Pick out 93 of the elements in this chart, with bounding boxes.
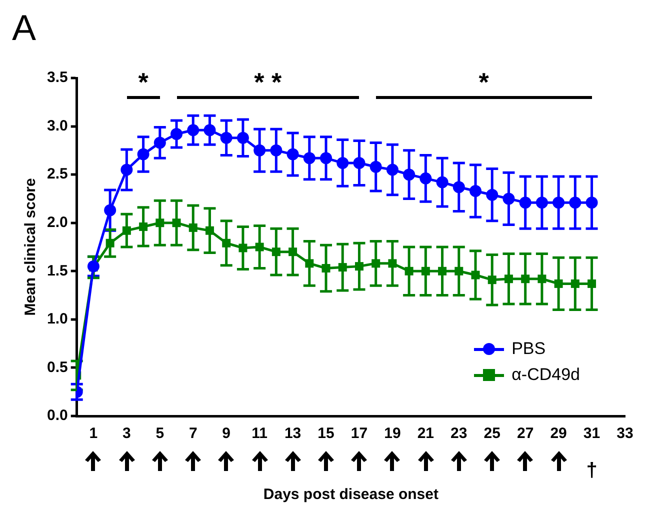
point <box>388 259 397 268</box>
annotation: * * <box>254 67 282 98</box>
point <box>521 274 530 284</box>
x-tick-label: 23 <box>450 425 468 442</box>
annotation: * <box>138 67 148 98</box>
point <box>353 156 366 169</box>
point <box>588 279 596 288</box>
point <box>470 184 482 197</box>
point <box>204 124 216 136</box>
point <box>122 226 131 235</box>
x-tick-label: 5 <box>156 425 164 442</box>
point <box>170 128 183 140</box>
point <box>255 242 264 252</box>
text: † <box>586 460 598 482</box>
point <box>552 196 565 209</box>
point <box>120 164 133 176</box>
x-tick-label: 1 <box>89 425 98 442</box>
x-tick-label: 3 <box>122 425 131 442</box>
point <box>254 144 266 156</box>
point <box>569 196 582 209</box>
point <box>403 168 416 181</box>
x-tick-label: 27 <box>516 425 534 442</box>
point <box>519 196 532 209</box>
point <box>586 196 598 209</box>
x-tick-label: 13 <box>284 425 302 442</box>
point <box>454 266 464 276</box>
point <box>502 192 515 205</box>
point <box>486 188 498 201</box>
y-tick-label: 0.0 <box>46 407 68 424</box>
point <box>336 156 349 169</box>
point <box>488 276 496 284</box>
point <box>286 148 299 160</box>
point <box>436 176 448 188</box>
legend-label: PBS <box>512 339 546 359</box>
y-tick-label: 2.0 <box>46 214 68 231</box>
point <box>420 172 432 184</box>
point <box>222 238 231 248</box>
point <box>187 124 200 136</box>
point <box>554 279 563 288</box>
point <box>137 148 150 160</box>
point <box>421 266 430 276</box>
point <box>452 181 465 194</box>
point <box>106 238 114 248</box>
point <box>288 248 298 256</box>
point <box>370 160 382 173</box>
point <box>538 274 546 284</box>
x-axis-title: Days post disease onset <box>263 486 438 504</box>
point <box>303 152 316 164</box>
y-tick-label: 1.5 <box>46 262 68 280</box>
point <box>386 164 398 176</box>
x-tick-label: 21 <box>417 425 434 442</box>
point <box>238 244 248 252</box>
point <box>504 274 513 284</box>
point <box>172 218 181 228</box>
legend-label: α-CD49d <box>512 365 580 385</box>
annotation: * <box>478 67 489 98</box>
x-tick-label: 9 <box>222 425 231 442</box>
point <box>220 132 232 144</box>
point <box>154 136 166 149</box>
x-tick-label: 15 <box>318 425 334 442</box>
point <box>438 266 447 276</box>
x-tick-label: 29 <box>550 425 567 442</box>
x-tick-label: 25 <box>484 425 500 442</box>
y-tick-label: 3.0 <box>46 117 68 134</box>
point <box>322 264 330 272</box>
point <box>270 144 282 156</box>
x-tick-label: 19 <box>384 425 401 442</box>
x-tick-label: 11 <box>252 425 268 442</box>
point <box>536 196 548 209</box>
point <box>338 263 347 272</box>
y-axis-title: Mean clinical score <box>22 178 40 316</box>
point <box>372 259 380 268</box>
point <box>188 223 198 232</box>
point <box>404 266 414 276</box>
point <box>205 226 214 235</box>
point <box>354 262 364 271</box>
x-tick-label: 31 <box>583 425 600 442</box>
point <box>156 218 164 228</box>
x-tick-label: 33 <box>616 425 634 442</box>
text: A <box>12 6 36 48</box>
point <box>272 248 280 256</box>
y-tick-label: 2.5 <box>46 166 68 183</box>
y-tick-label: 3.5 <box>46 69 68 86</box>
point <box>305 259 314 268</box>
point <box>570 279 580 288</box>
point <box>320 152 332 164</box>
y-tick-label: 0.5 <box>46 358 68 376</box>
point <box>236 132 249 144</box>
x-tick-label: 7 <box>188 425 198 442</box>
point <box>139 222 148 231</box>
y-tick-label: 1.0 <box>46 310 68 328</box>
x-tick-label: 17 <box>350 425 368 442</box>
point <box>104 204 116 216</box>
